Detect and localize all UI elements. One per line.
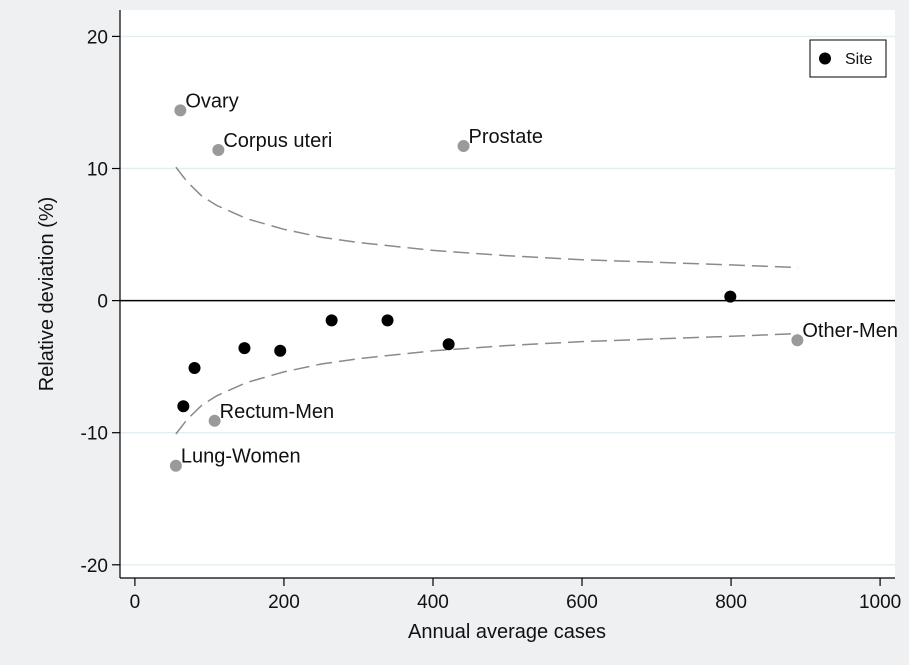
y-axis-ticks: -20 -10 0 10 20 <box>81 27 120 577</box>
point-site <box>381 314 394 327</box>
point-site <box>177 400 190 413</box>
grid-lines <box>120 35 895 566</box>
point-site <box>274 344 287 357</box>
x-tick-label: 1000 <box>859 592 901 613</box>
point-site <box>325 314 338 327</box>
control-limit-lower <box>175 332 799 435</box>
point-lung-women <box>169 459 182 472</box>
x-tick-label: 400 <box>417 592 449 613</box>
point-label: Other-Men <box>802 320 898 342</box>
x-tick-label: 200 <box>268 592 300 613</box>
x-tick-label: 0 <box>130 592 141 613</box>
point-site <box>188 361 201 374</box>
x-axis-ticks: 0 200 400 600 800 1000 <box>130 578 901 613</box>
control-limits <box>175 166 799 435</box>
y-tick-label: 10 <box>87 160 108 181</box>
y-tick-label: -20 <box>81 556 108 577</box>
point-prostate <box>457 140 470 153</box>
point-label: Ovary <box>185 90 238 112</box>
point-site <box>238 342 251 355</box>
x-axis-title: Annual average cases <box>408 621 606 643</box>
point-ovary <box>174 104 187 117</box>
point-label: Corpus uteri <box>223 130 332 152</box>
legend: Site <box>809 39 887 78</box>
point-label: Rectum-Men <box>220 401 334 423</box>
y-tick-label: -10 <box>81 424 108 445</box>
point-rectum-men <box>208 414 221 427</box>
data-points: Ovary Corpus uteri Prostate Other-Men Rectum… <box>169 90 898 472</box>
y-tick-label: 0 <box>97 292 108 313</box>
plot-area <box>120 10 895 578</box>
point-label: Prostate <box>469 126 543 148</box>
y-axis-title: Relative deviation (%) <box>36 197 58 392</box>
legend-marker-site <box>819 52 831 65</box>
point-site <box>724 290 737 303</box>
legend-label-site: Site <box>845 51 873 68</box>
x-tick-label: 800 <box>715 592 747 613</box>
point-label: Lung-Women <box>181 446 301 468</box>
control-limit-upper <box>175 166 799 269</box>
point-site <box>442 338 455 351</box>
y-tick-label: 20 <box>87 27 108 48</box>
point-corpus-uteri <box>212 144 225 157</box>
x-tick-label: 600 <box>566 592 598 613</box>
point-other-men <box>791 334 804 347</box>
